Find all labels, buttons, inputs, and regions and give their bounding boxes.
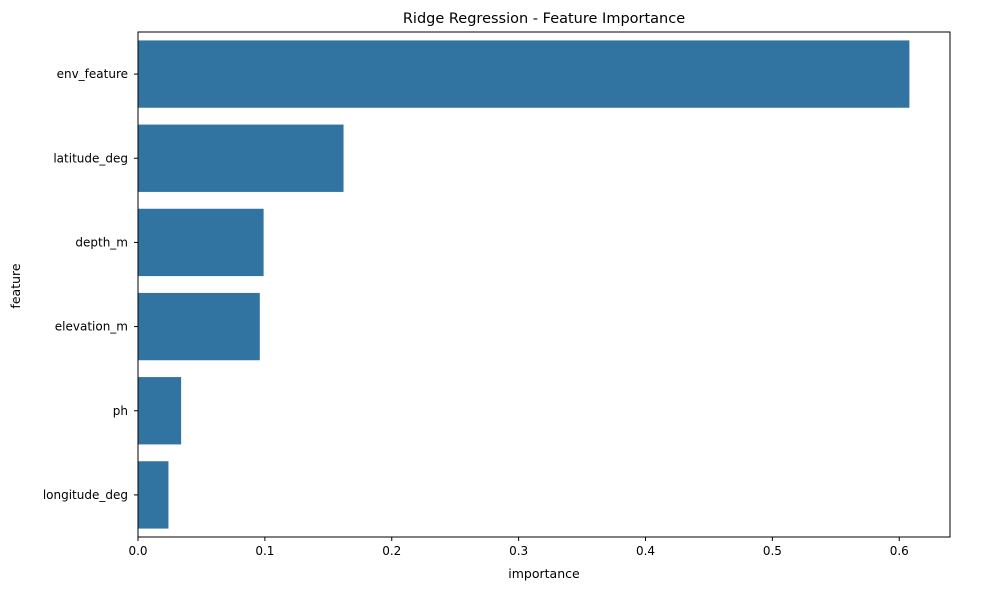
bar-env-feature	[138, 40, 910, 108]
y-tick-label: elevation_m	[55, 320, 128, 334]
chart-title: Ridge Regression - Feature Importance	[403, 11, 685, 27]
bar-latitude-deg	[138, 124, 344, 192]
x-axis-label: importance	[508, 566, 580, 581]
bars-group	[138, 40, 910, 529]
bar-longitude-deg	[138, 461, 169, 529]
x-tick-label: 0.5	[763, 544, 782, 558]
y-axis-label: feature	[8, 263, 23, 308]
bar-elevation-m	[138, 292, 260, 361]
x-tick-label: 0.2	[382, 544, 401, 558]
bar-depth-m	[138, 208, 264, 277]
axes-frame	[137, 31, 951, 538]
y-tick-label: latitude_deg	[53, 151, 128, 165]
y-tick-label: env_feature	[57, 67, 128, 81]
x-tick-label: 0.1	[255, 544, 274, 558]
x-axis-ticks: 0.0 0.1 0.2 0.3 0.4 0.5 0.6	[128, 537, 909, 558]
y-tick-label: depth_m	[75, 235, 128, 249]
x-tick-label: 0.0	[128, 544, 147, 558]
bar-ph	[138, 377, 182, 445]
y-tick-label: longitude_deg	[43, 488, 128, 502]
x-tick-label: 0.6	[890, 544, 909, 558]
y-axis-ticks: env_feature latitude_deg depth_m elevation_…	[43, 67, 138, 502]
x-tick-label: 0.4	[636, 544, 655, 558]
plot-border	[137, 31, 951, 538]
x-tick-label: 0.3	[509, 544, 528, 558]
y-tick-label: ph	[113, 404, 128, 418]
